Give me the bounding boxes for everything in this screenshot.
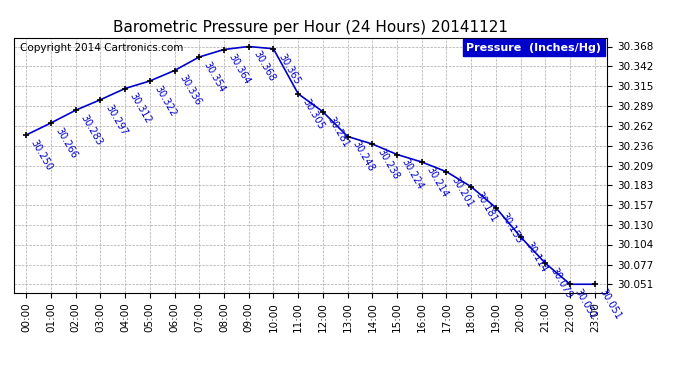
Text: 30.336: 30.336 xyxy=(177,73,203,107)
Text: 30.153: 30.153 xyxy=(499,210,524,245)
Text: 30.281: 30.281 xyxy=(326,114,351,149)
Text: 30.364: 30.364 xyxy=(227,52,253,86)
Text: 30.368: 30.368 xyxy=(251,49,277,83)
Text: 30.051: 30.051 xyxy=(598,287,623,321)
Text: 30.365: 30.365 xyxy=(276,51,302,86)
Text: 30.283: 30.283 xyxy=(79,113,104,147)
Text: 30.051: 30.051 xyxy=(573,287,598,321)
Text: 30.248: 30.248 xyxy=(351,139,376,174)
Text: 30.322: 30.322 xyxy=(152,84,178,118)
Text: 30.297: 30.297 xyxy=(103,102,129,137)
Text: 30.114: 30.114 xyxy=(524,240,549,274)
Text: 30.250: 30.250 xyxy=(29,138,55,172)
Text: 30.238: 30.238 xyxy=(375,147,401,181)
Text: 30.214: 30.214 xyxy=(424,165,450,199)
Text: 30.079: 30.079 xyxy=(548,266,573,300)
Text: 30.354: 30.354 xyxy=(202,60,228,94)
Text: 30.224: 30.224 xyxy=(400,157,426,192)
Text: 30.266: 30.266 xyxy=(54,126,79,160)
Text: 30.201: 30.201 xyxy=(449,174,475,209)
Text: 30.305: 30.305 xyxy=(301,96,326,131)
Text: 30.181: 30.181 xyxy=(474,189,500,224)
Title: Barometric Pressure per Hour (24 Hours) 20141121: Barometric Pressure per Hour (24 Hours) … xyxy=(113,20,508,35)
Text: 30.312: 30.312 xyxy=(128,91,153,126)
Text: Pressure  (Inches/Hg): Pressure (Inches/Hg) xyxy=(466,43,601,52)
Text: Copyright 2014 Cartronics.com: Copyright 2014 Cartronics.com xyxy=(20,43,183,52)
